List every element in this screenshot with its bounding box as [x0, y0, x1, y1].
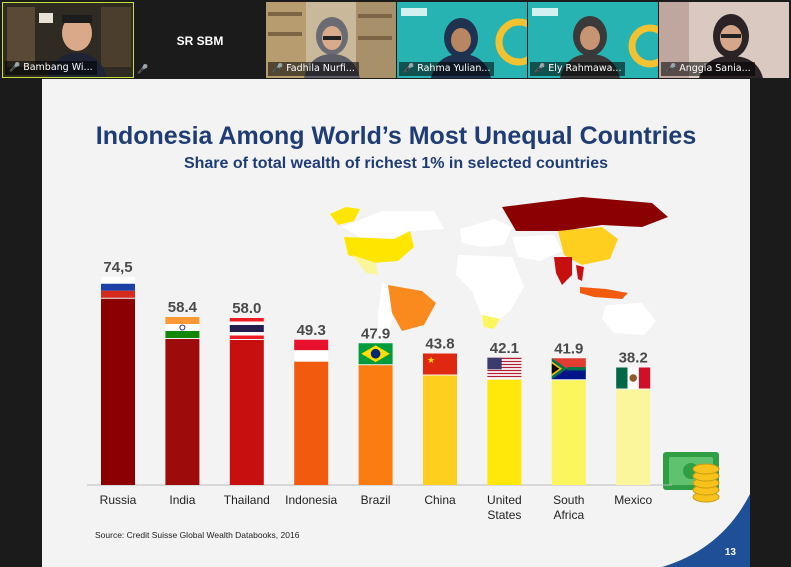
video-tile-fadhila[interactable]: 🎤 Fadhila Nurfi...	[266, 2, 396, 78]
chart-value-label: 41.9	[554, 340, 583, 357]
microphone-muted-icon: 🎤	[137, 65, 149, 75]
participant-name: 🎤 Rahma Yulian...	[399, 62, 495, 76]
chart-value-label: 58.4	[168, 299, 198, 316]
chart-category-label: United	[487, 493, 522, 507]
microphone-muted-icon: 🎤	[403, 64, 415, 74]
money-coins-icon	[663, 452, 720, 503]
chart-value-label: 49.3	[297, 322, 326, 339]
chart-category-label: Africa	[553, 508, 584, 522]
video-tile-bambang[interactable]: 🎤 Bambang Wi...	[2, 2, 134, 78]
participant-name: 🎤 Fadhila Nurfi...	[268, 62, 359, 76]
chart-bar-china	[423, 375, 457, 485]
chart-category-label: India	[169, 493, 195, 507]
india-flag-icon	[165, 317, 200, 338]
participant-name: 🎤 Anggia Sania...	[661, 62, 755, 76]
microphone-muted-icon: 🎤	[534, 64, 546, 74]
usa-flag-icon	[487, 357, 522, 379]
brazil-flag-icon	[358, 343, 393, 365]
video-tile-anggia[interactable]: 🎤 Anggia Sania...	[659, 2, 789, 78]
chart-value-label: 47.9	[361, 325, 390, 342]
chart-category-label: Mexico	[614, 493, 652, 507]
chart-category-label: Indonesia	[285, 493, 337, 507]
microphone-muted-icon: 🎤	[272, 64, 284, 74]
indonesia-flag-icon	[294, 339, 329, 361]
participant-status: 🎤	[137, 57, 151, 76]
chart-bar-brazil	[358, 365, 393, 485]
participant-name: 🎤 Ely Rahmawa...	[530, 62, 626, 76]
chart-value-label: 43.8	[425, 336, 454, 353]
participant-name-large: SR SBM	[176, 34, 224, 48]
slide-subtitle: Share of total wealth of richest 1% in s…	[183, 155, 609, 172]
chart-bar-russia	[101, 298, 135, 485]
chart-bar-india	[165, 339, 200, 485]
chart-category-label: States	[487, 508, 521, 522]
chart-category-label: Brazil	[361, 493, 391, 507]
microphone-muted-icon: 🎤	[665, 64, 677, 74]
chart-category-label: Russia	[100, 493, 137, 507]
chart-bar-indonesia	[294, 361, 329, 485]
chart-category-label: Thailand	[224, 493, 270, 507]
chart-bar-thailand	[229, 340, 264, 485]
chart-bar-mexico	[616, 389, 651, 485]
shared-slide: Indonesia Among World’s Most Unequal Cou…	[42, 79, 750, 567]
participant-name: 🎤 Bambang Wi...	[5, 61, 97, 75]
chart-bar-united-states	[487, 379, 522, 485]
thailand-flag-icon	[229, 318, 264, 339]
slide-corner-accent	[662, 494, 750, 567]
slide-page-number: 13	[724, 547, 736, 558]
video-tile-sr-sbm[interactable]: SR SBM 🎤	[135, 2, 265, 78]
mexico-flag-icon	[616, 367, 651, 389]
chart-value-label: 42.1	[490, 340, 519, 357]
china-flag-icon: ★	[423, 353, 457, 375]
russia-flag-icon	[101, 276, 135, 298]
svg-text:★: ★	[427, 356, 435, 366]
chart-category-label: South	[553, 493, 584, 507]
chart-value-label: 58.0	[232, 300, 261, 317]
video-tile-rahma[interactable]: 🎤 Rahma Yulian...	[397, 2, 527, 78]
slide-source-note: Source: Credit Suisse Global Wealth Data…	[95, 530, 300, 540]
video-tile-ely[interactable]: 🎤 Ely Rahmawa...	[528, 2, 658, 78]
world-map-icon	[330, 197, 668, 341]
chart-value-label: 74,5	[103, 259, 132, 276]
south-africa-flag-icon	[551, 358, 586, 380]
wealth-share-chart: 74,5 Russia 58.4 India 58.0 Thailand 49.3 Indon…	[87, 197, 750, 567]
chart-value-label: 38.2	[619, 350, 648, 367]
microphone-muted-icon: 🎤	[9, 63, 21, 73]
chart-bar-south-africa	[551, 380, 586, 485]
chart-category-label: China	[424, 493, 456, 507]
slide-title: Indonesia Among World’s Most Unequal Cou…	[95, 122, 697, 150]
